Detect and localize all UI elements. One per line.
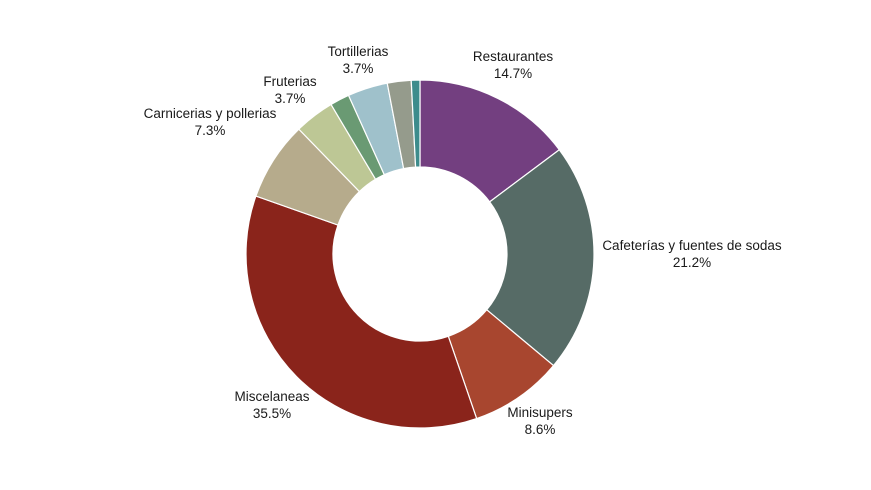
slice-label-carnicerias-y-pollerias: Carnicerias y pollerias [144,106,277,121]
slice-label-miscelaneas: Miscelaneas [234,389,309,404]
slice-value-miscelaneas: 35.5% [253,406,291,421]
slices-group [245,79,595,429]
slice-cafeterias-y-fuentes-de-sodas [485,148,595,367]
slice-value-minisupers: 8.6% [525,422,556,437]
slice-label-restaurantes: Restaurantes [473,49,554,64]
slice-label-cafeterias-y-fuentes-de-sodas: Cafeterías y fuentes de sodas [602,238,782,253]
slice-label-tortillerias: Tortillerias [328,44,389,59]
slice-label-fruterias: Fruterias [263,74,317,89]
slice-value-restaurantes: 14.7% [494,66,532,81]
slice-value-carnicerias-y-pollerias: 7.3% [195,123,226,138]
slice-value-tortillerias: 3.7% [343,61,374,76]
slice-unlabelled-9 [410,79,421,168]
slice-miscelaneas [245,195,478,429]
slice-value-cafeterias-y-fuentes-de-sodas: 21.2% [673,255,711,270]
slice-label-minisupers: Minisupers [507,405,573,420]
labels-group: Restaurantes 14.7% Cafeterías y fuentes de… [144,44,782,437]
slice-value-fruterias: 3.7% [275,91,306,106]
